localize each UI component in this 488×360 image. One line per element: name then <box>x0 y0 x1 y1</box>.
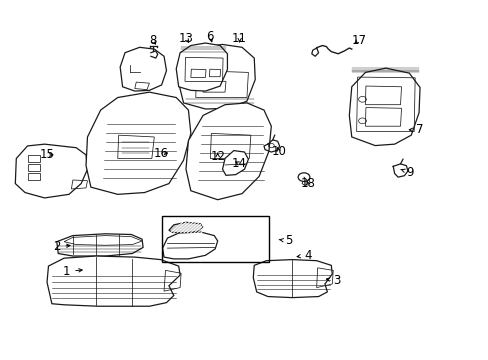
Polygon shape <box>176 43 227 91</box>
Text: 6: 6 <box>206 30 214 43</box>
Text: 13: 13 <box>178 32 193 45</box>
Polygon shape <box>57 234 143 256</box>
Polygon shape <box>185 103 271 200</box>
Text: 9: 9 <box>400 166 413 179</box>
Text: 18: 18 <box>300 177 315 190</box>
Text: 10: 10 <box>271 145 285 158</box>
Text: 15: 15 <box>40 148 54 161</box>
Text: 7: 7 <box>408 123 423 136</box>
Text: 2: 2 <box>53 240 70 253</box>
Text: 11: 11 <box>232 32 246 45</box>
Text: 5: 5 <box>279 234 291 247</box>
Polygon shape <box>168 222 203 233</box>
Text: 1: 1 <box>62 265 82 278</box>
Polygon shape <box>348 68 419 145</box>
Text: 8: 8 <box>149 33 156 47</box>
Text: 14: 14 <box>232 157 246 170</box>
Polygon shape <box>86 92 190 194</box>
Text: 3: 3 <box>325 274 340 287</box>
Polygon shape <box>253 260 331 298</box>
Text: 4: 4 <box>297 249 311 262</box>
Bar <box>161 216 268 262</box>
Text: 17: 17 <box>351 33 366 47</box>
Polygon shape <box>120 47 166 91</box>
Polygon shape <box>15 144 87 198</box>
Polygon shape <box>47 256 180 306</box>
Text: 12: 12 <box>210 150 224 163</box>
Polygon shape <box>162 232 217 259</box>
Polygon shape <box>178 44 255 109</box>
Polygon shape <box>222 150 248 175</box>
Text: 16: 16 <box>154 147 169 159</box>
